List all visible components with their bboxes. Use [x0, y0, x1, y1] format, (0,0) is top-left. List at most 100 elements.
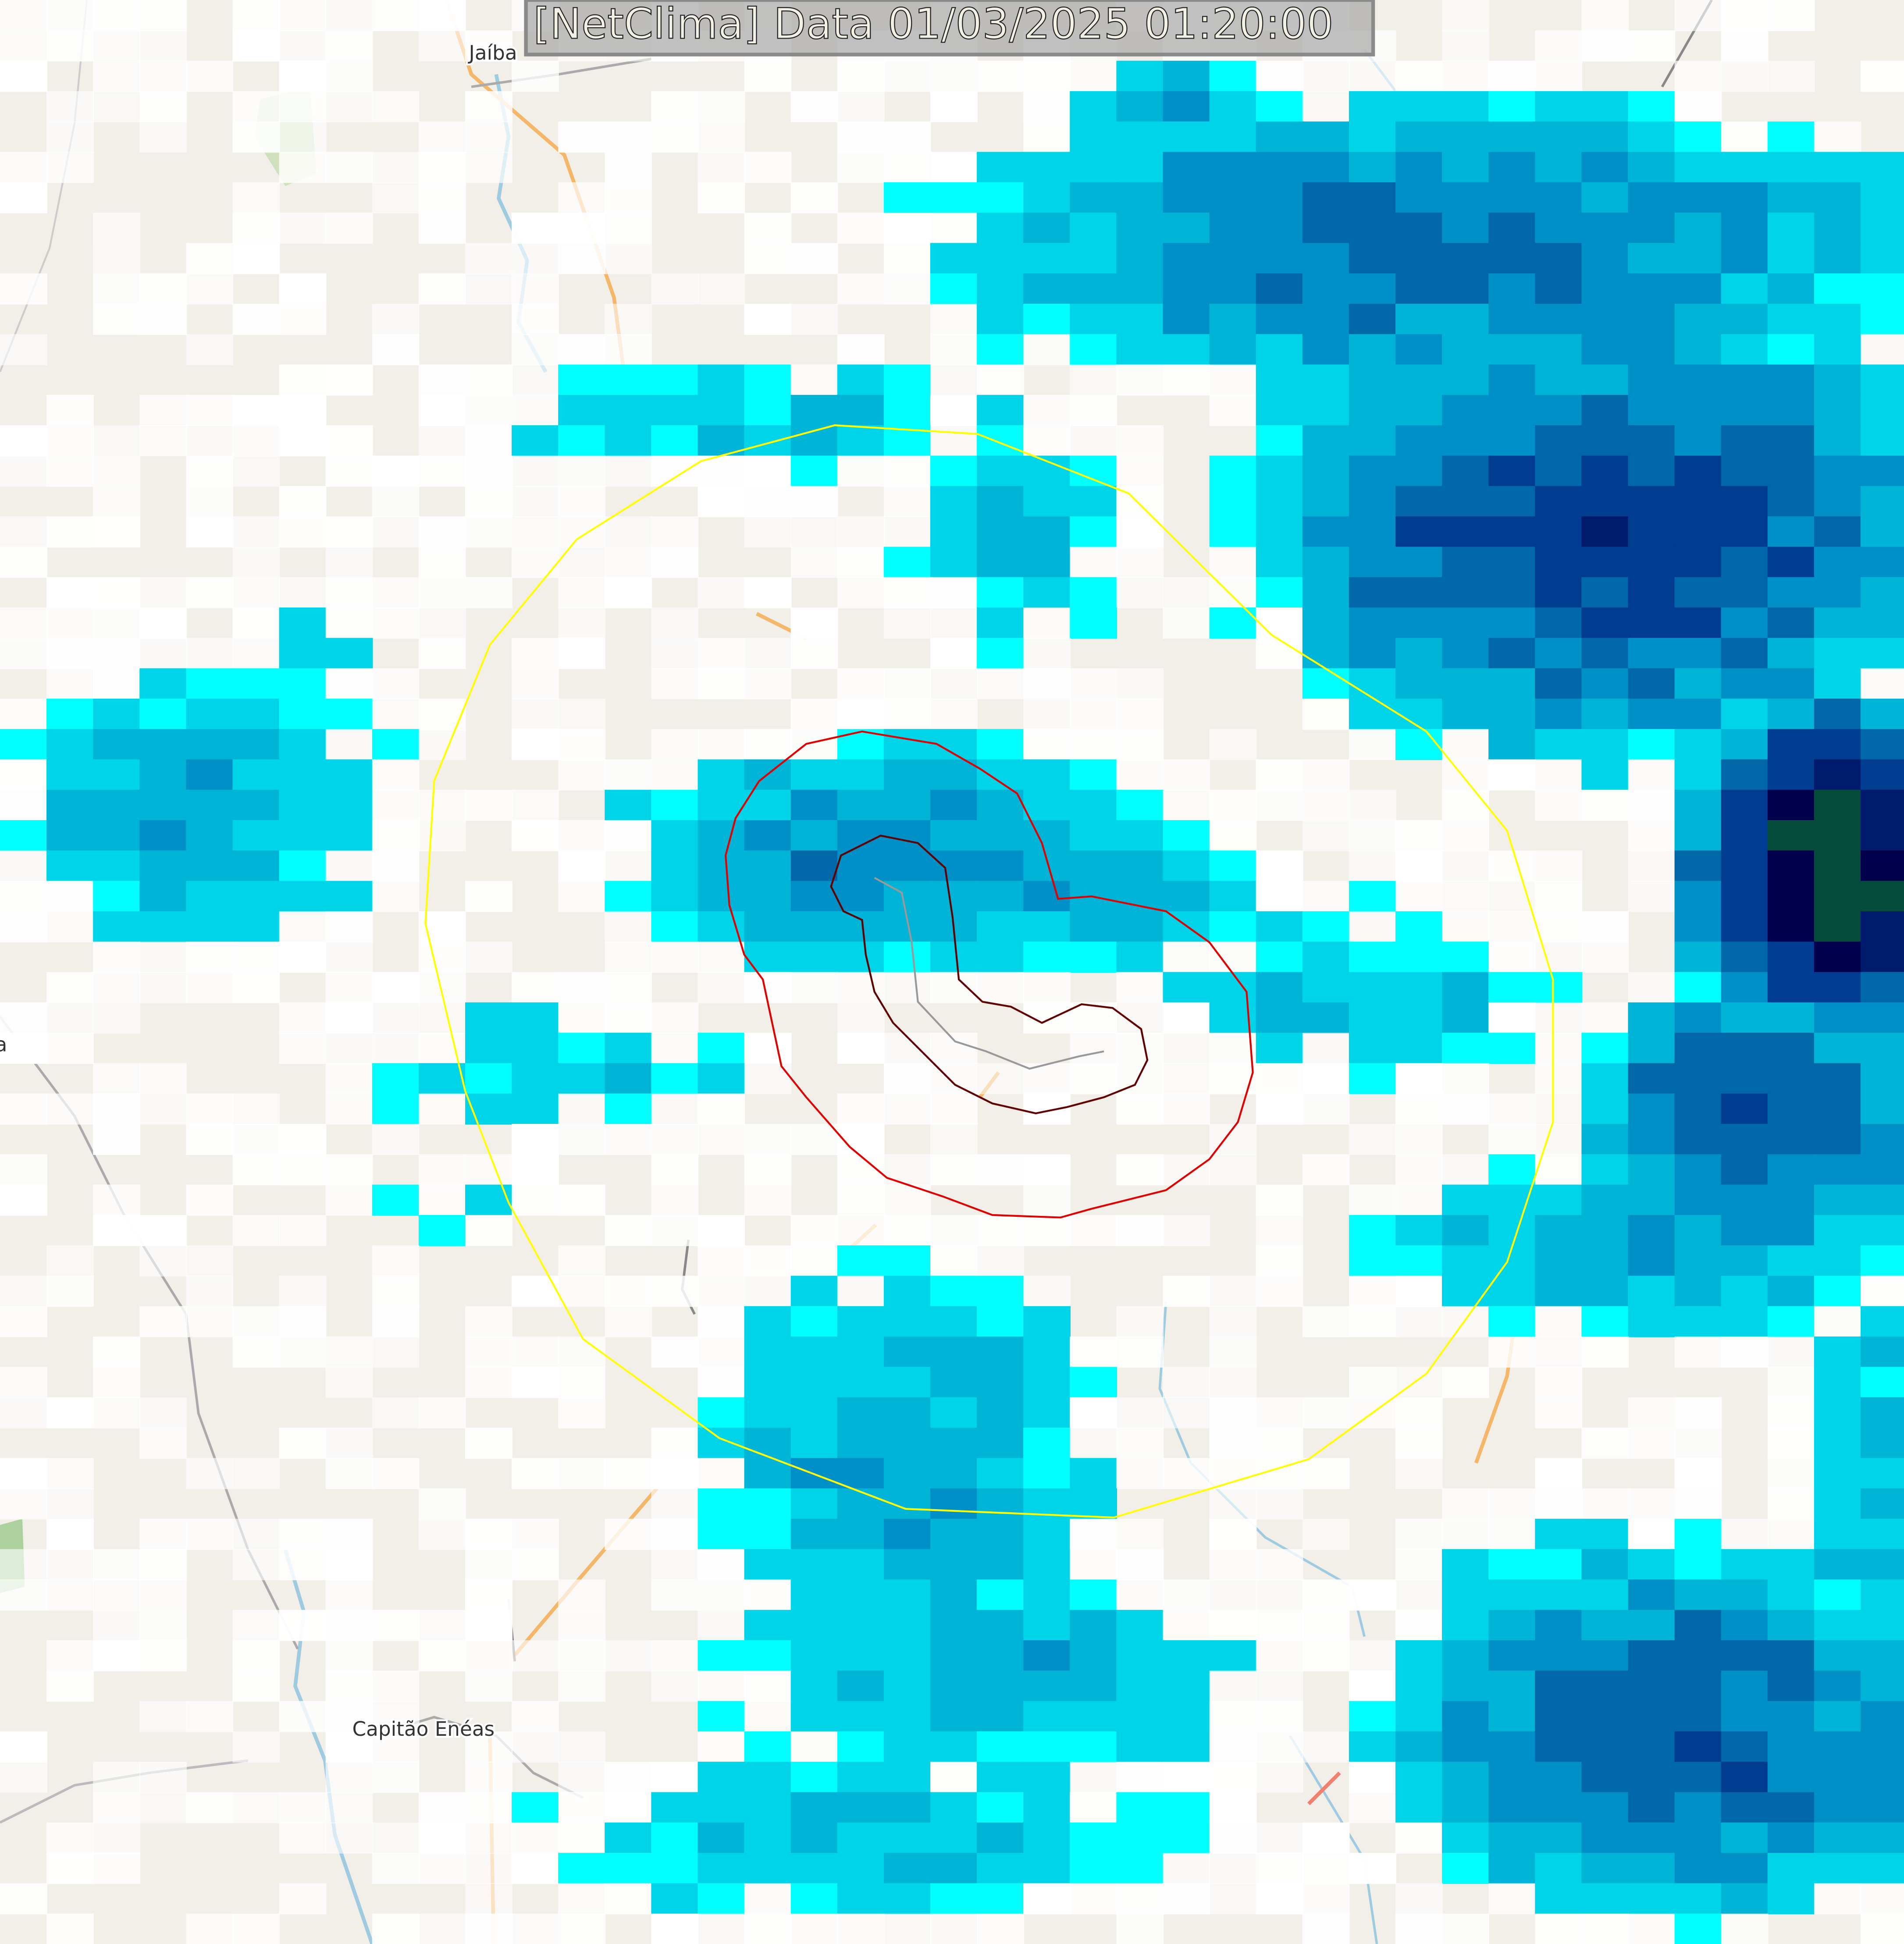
radar-cell	[790, 1397, 838, 1429]
radar-cell	[1767, 273, 1815, 305]
radar-cell	[883, 1427, 931, 1459]
radar-cell	[744, 1397, 792, 1429]
radar-cell	[512, 1731, 559, 1763]
radar-cell	[1814, 577, 1861, 608]
radar-cell	[186, 516, 234, 548]
radar-cell	[1302, 425, 1350, 457]
radar-cell	[1070, 1427, 1117, 1459]
radar-cell	[1070, 425, 1117, 457]
radar-cell	[1442, 850, 1489, 882]
radar-cell	[46, 577, 94, 608]
radar-cell	[1302, 607, 1350, 639]
radar-cell	[232, 0, 280, 31]
radar-cell	[418, 1215, 466, 1246]
radar-cell	[930, 1276, 978, 1307]
radar-cell	[1395, 911, 1443, 942]
radar-cell	[1814, 1762, 1861, 1793]
radar-cell	[1070, 1853, 1117, 1884]
radar-cell	[1349, 516, 1396, 548]
radar-cell	[1721, 1245, 1769, 1277]
radar-cell	[1535, 364, 1583, 396]
radar-cell	[1442, 1762, 1489, 1793]
radar-cell	[1581, 1033, 1629, 1064]
radar-cell	[93, 607, 140, 639]
radar-cell	[372, 182, 420, 213]
radar-cell	[1163, 91, 1210, 122]
radar-cell	[512, 1154, 559, 1186]
radar-cell	[1814, 1488, 1861, 1520]
radar-cell	[977, 1670, 1024, 1702]
radar-cell	[930, 1822, 978, 1854]
radar-cell	[837, 789, 885, 821]
radar-cell	[651, 1336, 699, 1368]
radar-cell	[139, 759, 187, 791]
radar-cell	[1628, 729, 1676, 761]
radar-cell	[0, 30, 47, 62]
radar-cell	[1488, 364, 1536, 396]
radar-cell	[1395, 1610, 1443, 1641]
radar-cell	[1070, 1762, 1117, 1793]
radar-cell	[1442, 121, 1489, 153]
radar-cell	[1628, 1913, 1676, 1944]
radar-cell	[1349, 668, 1396, 700]
radar-cell	[1023, 850, 1071, 882]
radar-cell	[1628, 1883, 1676, 1915]
radar-cell	[1070, 698, 1117, 730]
radar-cell	[605, 334, 652, 366]
radar-cell	[698, 182, 745, 213]
radar-cell	[1256, 1883, 1303, 1915]
radar-cell	[372, 1731, 420, 1763]
radar-cell	[1256, 638, 1303, 669]
radar-cell	[698, 1579, 745, 1611]
radar-cell	[186, 668, 234, 700]
radar-cell	[558, 1397, 605, 1429]
radar-cell	[1302, 820, 1350, 852]
radar-cell	[1767, 243, 1815, 274]
radar-cell	[1395, 1215, 1443, 1246]
radar-cell	[1442, 1792, 1489, 1823]
radar-cell	[605, 455, 652, 487]
radar-cell	[1302, 60, 1350, 92]
radar-cell	[372, 1123, 420, 1155]
radar-cell	[744, 1306, 792, 1337]
radar-cell	[1256, 273, 1303, 305]
radar-cell	[1628, 668, 1676, 700]
radar-cell	[1814, 1367, 1861, 1398]
radar-cell	[1116, 213, 1164, 244]
radar-cell	[744, 213, 792, 244]
radar-cell	[837, 850, 885, 882]
radar-cell	[1674, 91, 1722, 122]
radar-cell	[0, 1488, 47, 1520]
radar-cell	[605, 121, 652, 153]
radar-cell	[1674, 1822, 1722, 1854]
radar-cell	[1535, 1731, 1583, 1763]
radar-cell	[1163, 759, 1210, 791]
radar-cell	[883, 607, 931, 639]
radar-cell	[1674, 1701, 1722, 1732]
radar-cell	[883, 942, 931, 973]
radar-cell	[1767, 1367, 1815, 1398]
radar-cell	[232, 425, 280, 457]
radar-cell	[1163, 1883, 1210, 1915]
radar-cell	[0, 881, 47, 912]
radar-cell	[1860, 1184, 1904, 1216]
radar-cell	[325, 729, 373, 761]
radar-cell	[977, 789, 1024, 821]
radar-cell	[883, 881, 931, 912]
radar-cell	[1674, 1518, 1722, 1550]
radar-cell	[465, 243, 512, 274]
radar-cell	[325, 607, 373, 639]
radar-cell	[837, 911, 885, 942]
radar-cell	[1581, 273, 1629, 305]
radar-cell	[232, 638, 280, 669]
radar-cell	[512, 1792, 559, 1823]
radar-cell	[1767, 1427, 1815, 1459]
radar-cell	[1209, 334, 1257, 366]
radar-cell	[1674, 547, 1722, 578]
radar-cell	[1023, 273, 1071, 305]
radar-cell	[1814, 1822, 1861, 1854]
radar-cell	[1116, 547, 1164, 578]
radar-cell	[930, 1093, 978, 1125]
